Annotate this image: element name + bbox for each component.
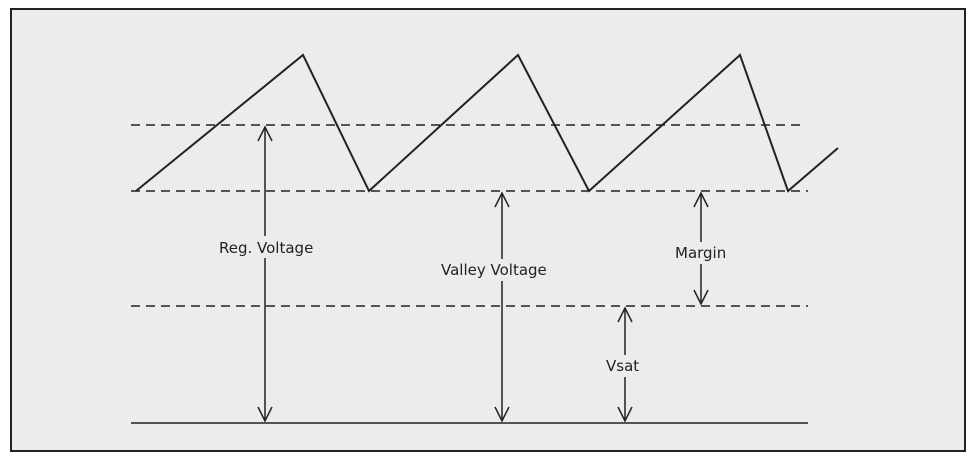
margin-label: Margin [675,244,726,262]
label-bg [438,259,564,281]
vsat-label: Vsat [606,357,639,375]
label-bg [604,355,646,377]
arrowhead [693,191,709,208]
sawtooth-waveform [135,53,839,193]
valley-voltage-label: Valley Voltage [441,261,547,279]
arrowhead [617,306,633,323]
arrowhead [494,191,510,208]
arrowhead [494,406,510,423]
arrowhead [257,125,273,142]
arrowhead [617,406,633,423]
label-bg [215,236,333,258]
label-bg [672,242,734,264]
reg-voltage-label: Reg. Voltage [219,239,313,257]
arrowhead [257,406,273,423]
dashed-levels [131,124,808,307]
frame [10,8,966,452]
arrowhead [693,289,709,306]
